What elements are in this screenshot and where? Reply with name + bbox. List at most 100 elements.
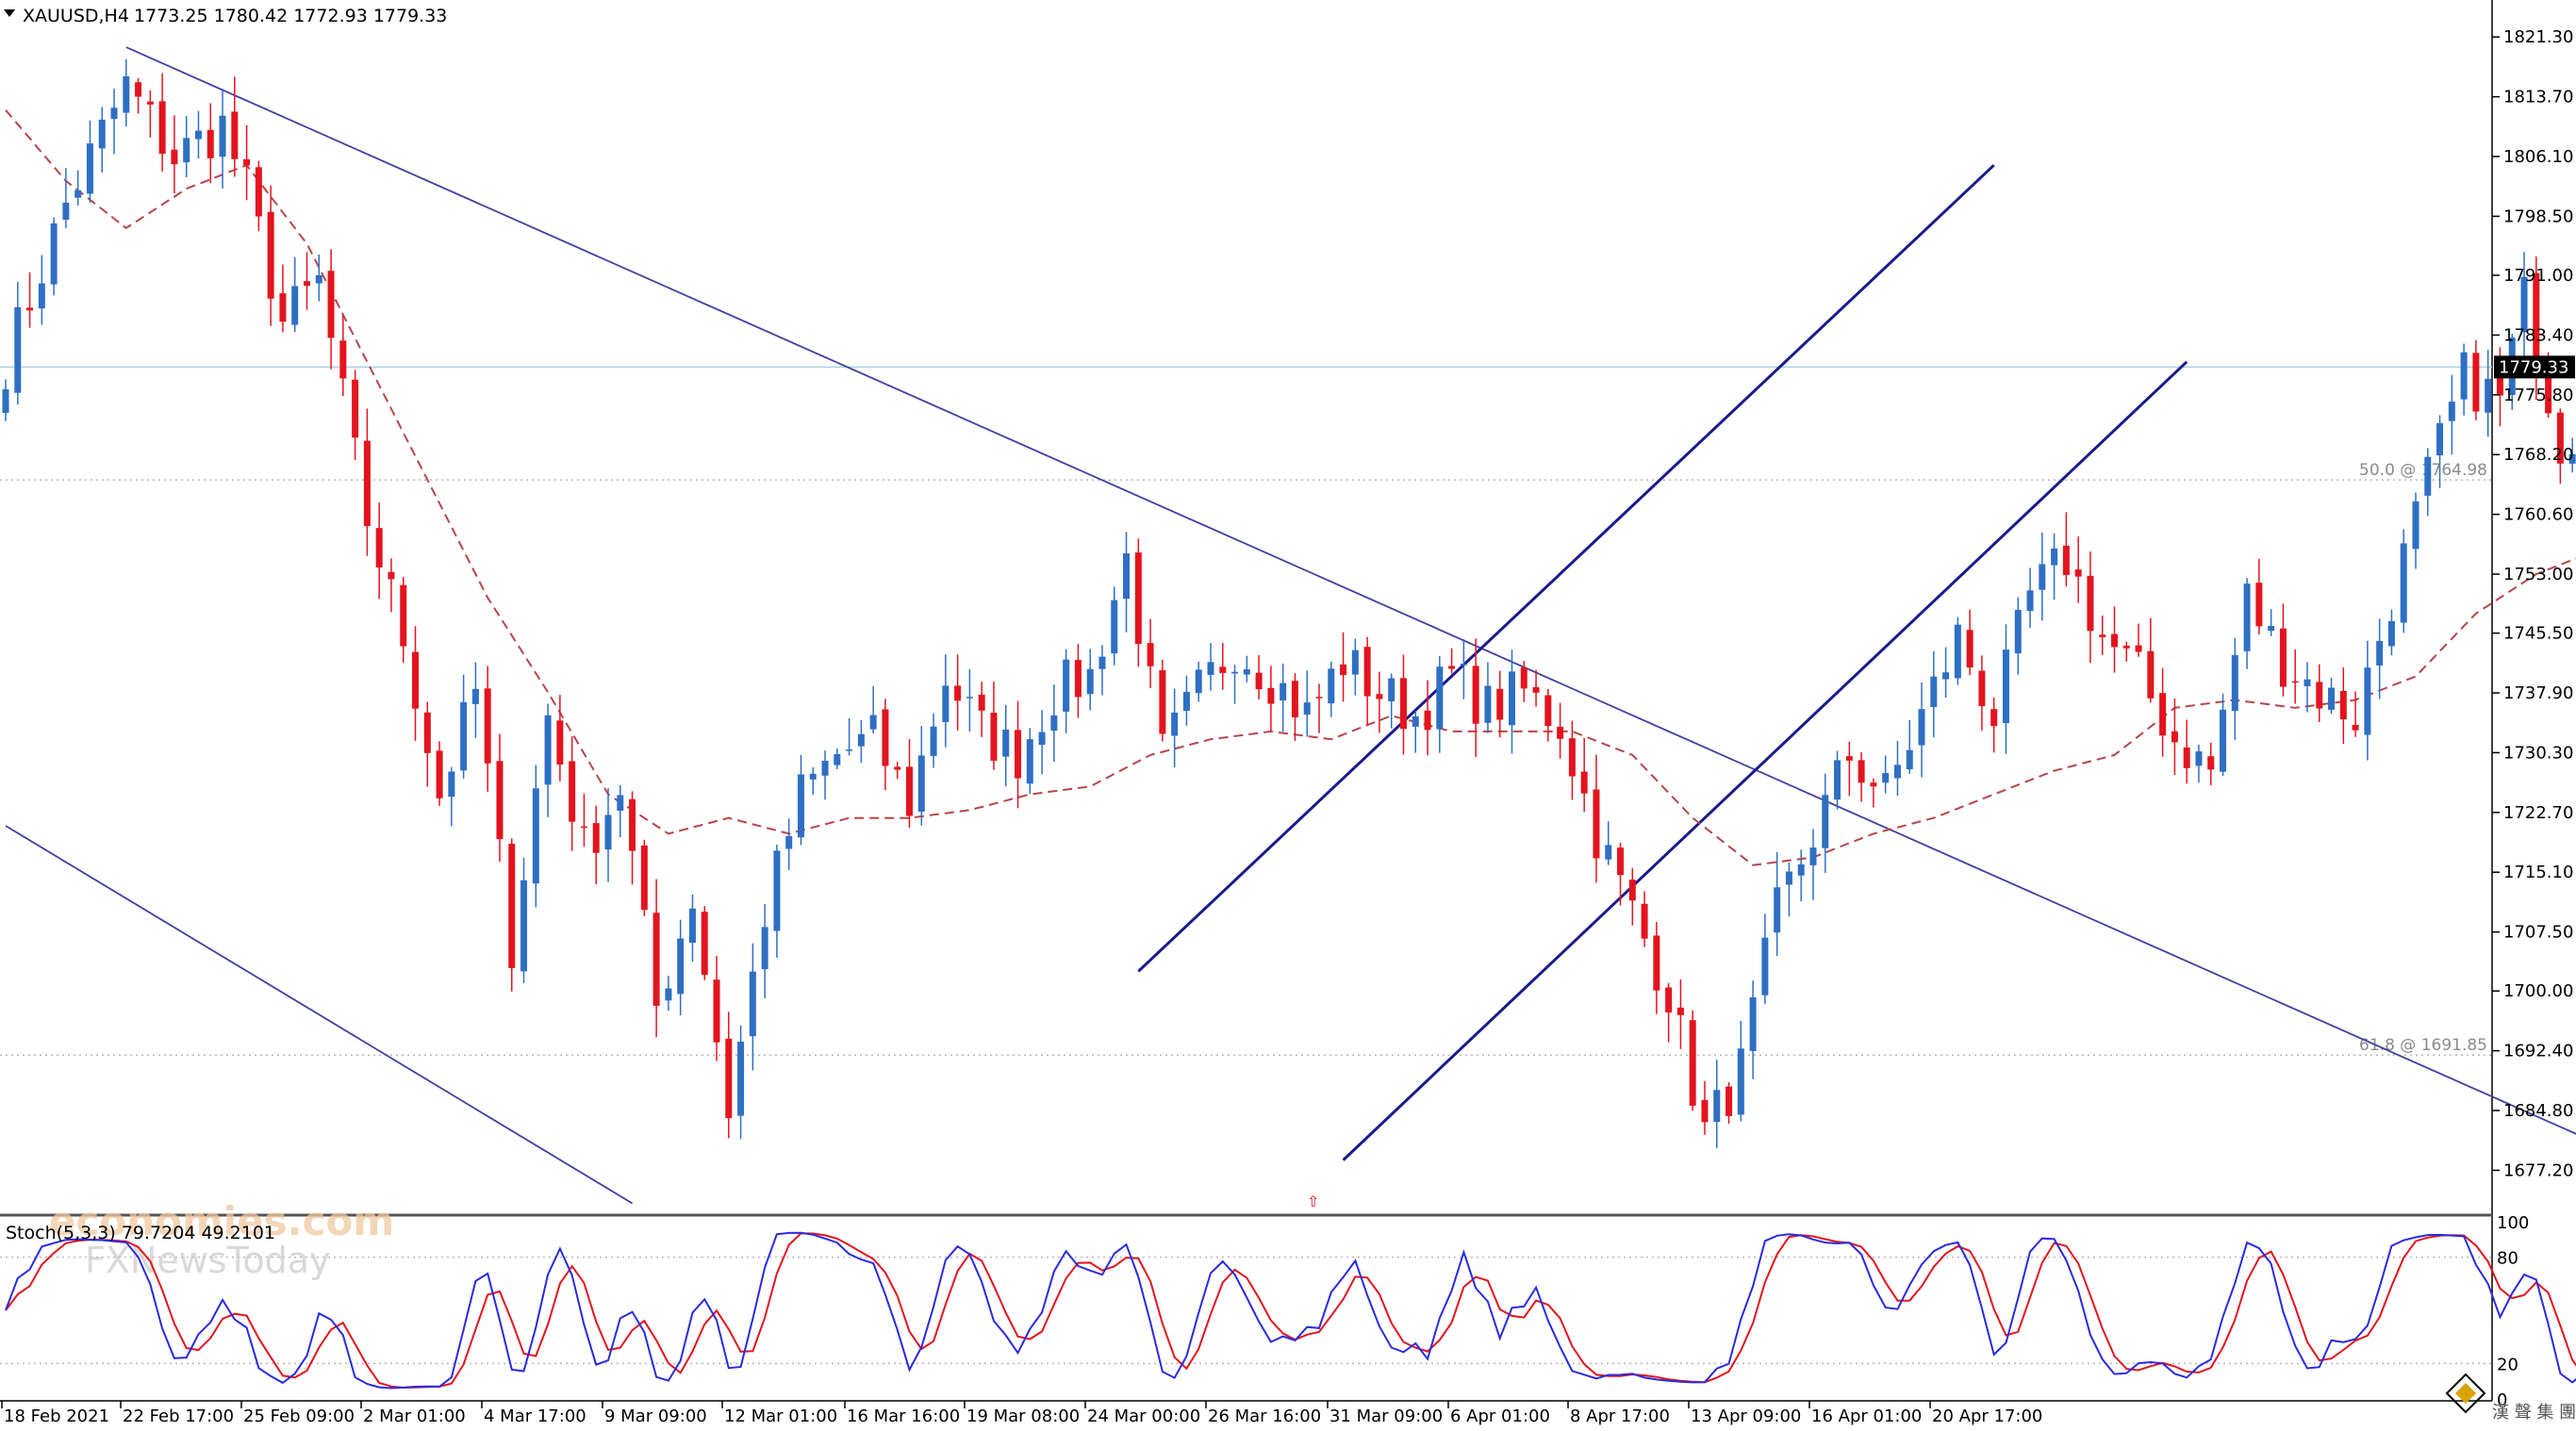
- candle: [2364, 640, 2371, 761]
- candle: [2255, 558, 2263, 635]
- candle: [1990, 697, 1998, 753]
- candle: [930, 713, 937, 768]
- stoch-tick-label: 20: [2497, 1355, 2518, 1374]
- candle: [1893, 741, 1901, 797]
- y-tick-label: 1791.00: [2503, 266, 2573, 286]
- candle: [2556, 408, 2564, 485]
- broker-logo: 漢 聲 集 團: [2445, 1373, 2576, 1423]
- candle: [1676, 979, 1684, 1049]
- candle: [1484, 662, 1492, 733]
- candle: [2424, 448, 2432, 517]
- candle: [2051, 533, 2058, 600]
- y-tick-label: 1821.30: [2503, 27, 2573, 47]
- candle: [1147, 618, 1154, 688]
- candle: [62, 168, 70, 229]
- candle: [1315, 683, 1323, 733]
- candle: [1171, 688, 1179, 767]
- candle: [2568, 437, 2576, 473]
- candle: [1845, 741, 1853, 797]
- candle: [375, 502, 383, 600]
- candle: [701, 906, 708, 980]
- candle: [1123, 532, 1131, 633]
- candle: [1942, 647, 1950, 699]
- candle: [2291, 649, 2299, 704]
- candle: [1255, 654, 1263, 699]
- candle: [1231, 665, 1239, 704]
- candle: [906, 739, 913, 829]
- moving-average-line: [5, 109, 2576, 866]
- candle: [1460, 639, 1467, 699]
- y-tick-label: 1737.90: [2503, 683, 2573, 703]
- candle: [1038, 710, 1046, 775]
- candle: [749, 943, 756, 1071]
- candle: [255, 160, 262, 232]
- y-tick-label: 1692.40: [2503, 1042, 2573, 1061]
- candle: [1532, 669, 1540, 707]
- candle: [2231, 637, 2238, 741]
- candle: [2159, 667, 2167, 757]
- x-tick-label: 20 Apr 17:00: [1932, 1406, 2042, 1426]
- descending-upper-trendline: [125, 46, 2576, 1135]
- current-price-tag: 1779.33: [2494, 355, 2575, 379]
- x-tick-label: 19 Mar 08:00: [966, 1406, 1080, 1426]
- candle: [412, 626, 420, 741]
- candle: [1207, 643, 1214, 691]
- stoch-tick-label: 0: [2497, 1390, 2507, 1410]
- candle: [2171, 699, 2178, 776]
- candle: [2014, 597, 2022, 675]
- candle: [1713, 1060, 1721, 1148]
- candle: [460, 674, 468, 779]
- candle: [1689, 1010, 1696, 1111]
- y-tick-label: 1775.80: [2503, 386, 2573, 405]
- candle: [2352, 691, 2359, 737]
- ohlc-values: 1773.25 1780.42 1772.93 1779.33: [134, 6, 447, 26]
- candle: [110, 89, 118, 155]
- candle: [1363, 636, 1371, 726]
- candle: [1098, 645, 1106, 696]
- x-tick-label: 12 Mar 01:00: [724, 1406, 837, 1426]
- candle: [556, 695, 564, 781]
- candle: [857, 719, 865, 764]
- candle: [123, 59, 130, 127]
- candle: [894, 762, 901, 780]
- x-tick-label: 31 Mar 09:00: [1329, 1406, 1443, 1426]
- candle: [14, 282, 22, 404]
- x-tick-label: 18 Feb 2021: [4, 1406, 109, 1426]
- y-tick-label: 1677.20: [2503, 1160, 2573, 1180]
- x-tick-label: 24 Mar 00:00: [1087, 1406, 1200, 1426]
- x-tick-label: 9 Mar 09:00: [604, 1406, 707, 1426]
- candle: [737, 1025, 745, 1140]
- candle: [1593, 754, 1600, 883]
- candle: [2111, 606, 2118, 673]
- candle: [2099, 616, 2106, 655]
- candle: [821, 750, 829, 800]
- y-tick-label: 1813.70: [2503, 88, 2573, 107]
- svg-text:1779.33: 1779.33: [2499, 357, 2568, 377]
- candle: [206, 103, 214, 184]
- candle: [2412, 492, 2419, 569]
- candle: [2243, 578, 2251, 669]
- candle: [688, 894, 696, 962]
- candle: [1557, 702, 1564, 759]
- collapse-triangle-icon[interactable]: [4, 9, 15, 17]
- y-tick-label: 1745.50: [2503, 624, 2573, 644]
- candle: [580, 793, 587, 847]
- candle: [363, 408, 371, 556]
- candle: [834, 748, 841, 769]
- candle: [592, 805, 600, 884]
- time-axis: 18 Feb 2021 22 Feb 17:00 25 Feb 09:00 2 Mar…: [1, 1401, 2042, 1426]
- candle: [400, 577, 407, 664]
- candle: [1966, 609, 1973, 676]
- candle: [1761, 913, 1769, 1005]
- candle: [713, 956, 720, 1061]
- candle: [1182, 675, 1190, 726]
- candle: [1882, 755, 1890, 794]
- candle: [2, 379, 9, 421]
- candle: [1834, 750, 1841, 810]
- candle: [1809, 829, 1817, 900]
- y-tick-label: 1783.40: [2503, 325, 2573, 345]
- candle: [640, 839, 648, 916]
- candle: [2472, 339, 2480, 420]
- candle: [183, 116, 190, 177]
- stoch-k-line: [5, 1231, 2576, 1390]
